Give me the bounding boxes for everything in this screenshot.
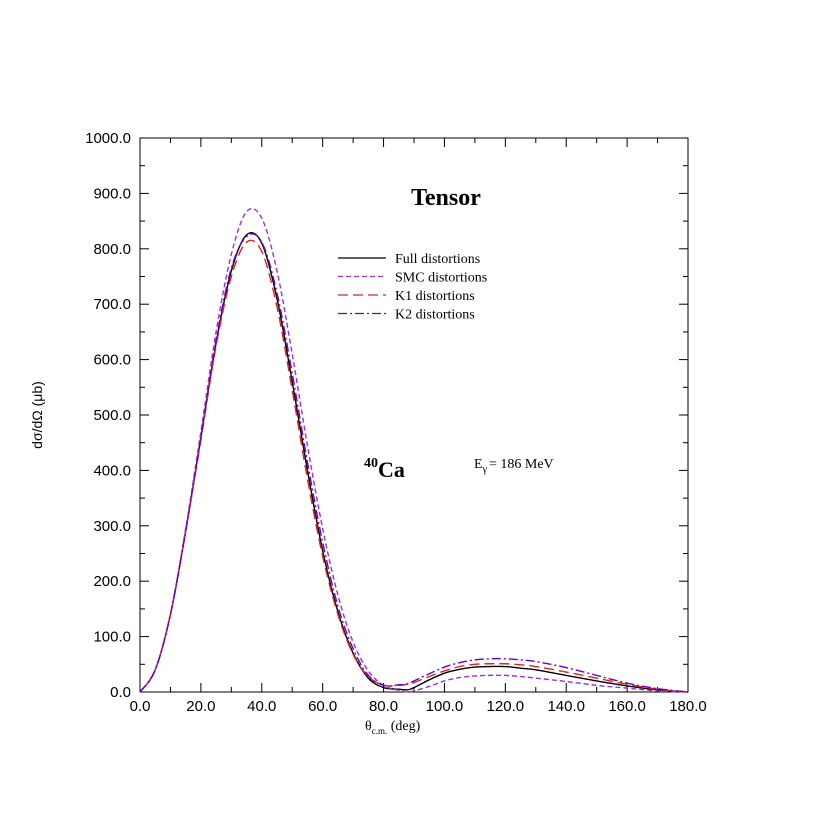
series-line-smc-distortions <box>139 207 689 693</box>
y-tick-label: 400.0 <box>93 462 131 479</box>
x-tick-label: 100.0 <box>426 698 464 715</box>
nucleus-mass-number: 40 <box>364 456 378 471</box>
legend-label-full-distortions: Full distortions <box>395 252 480 267</box>
x-tick-label: 140.0 <box>547 698 585 715</box>
y-tick-label: 900.0 <box>93 185 131 202</box>
x-tick-label: 0.0 <box>130 698 151 715</box>
plot-frame <box>139 137 689 693</box>
x-axis-symbol: θ <box>365 719 372 734</box>
photon-energy-label: Eγ = 186 MeV <box>474 457 554 475</box>
legend-label-k2-distortions: K2 distortions <box>395 308 475 323</box>
chart-title: Tensor <box>411 185 481 211</box>
y-tick-label: 0.0 <box>110 684 131 701</box>
x-tick-label: 80.0 <box>369 698 398 715</box>
x-tick-label: 180.0 <box>669 698 707 715</box>
legend: Full distortions SMC distortions K1 distor… <box>338 252 487 323</box>
curves <box>139 207 689 693</box>
y-tick-label: 700.0 <box>93 296 131 313</box>
legend-label-k1-distortions: K1 distortions <box>395 289 475 304</box>
x-tick-label: 60.0 <box>308 698 337 715</box>
x-tick-label: 40.0 <box>247 698 276 715</box>
y-axis-label: dσ/dΩ (μb) <box>29 381 45 449</box>
y-tick-label: 200.0 <box>93 573 131 590</box>
x-axis-label: θc.m. (deg) <box>365 719 421 736</box>
x-tick-label: 160.0 <box>608 698 646 715</box>
x-axis-subscript: c.m. <box>372 726 388 736</box>
x-tick-label: 120.0 <box>487 698 525 715</box>
y-tick-label: 100.0 <box>93 629 131 646</box>
legend-label-smc-distortions: SMC distortions <box>395 271 487 286</box>
nucleus-symbol: Ca <box>378 457 405 482</box>
energy-value: = 186 MeV <box>489 457 554 472</box>
series-line-k2-distortions <box>139 233 689 693</box>
y-tick-label: 500.0 <box>93 407 131 424</box>
x-axis-ticks: 0.0 20.0 40.0 60.0 80.0 100.0 120.0 140.0 160.0 1… <box>130 138 707 715</box>
y-tick-label: 600.0 <box>93 352 131 369</box>
y-axis-ticks: 0.0 100.0 200.0 300.0 400.0 500.0 600.0 700.0 80… <box>85 130 688 701</box>
energy-prefix: E <box>474 457 483 472</box>
y-tick-label: 800.0 <box>93 241 131 258</box>
x-tick-label: 20.0 <box>186 698 215 715</box>
x-axis-units: (deg) <box>387 719 420 734</box>
nucleus-label: 40Ca <box>364 456 405 482</box>
energy-subscript: γ <box>482 464 488 475</box>
y-tick-label: 300.0 <box>93 518 131 535</box>
y-tick-label: 1000.0 <box>85 130 131 147</box>
